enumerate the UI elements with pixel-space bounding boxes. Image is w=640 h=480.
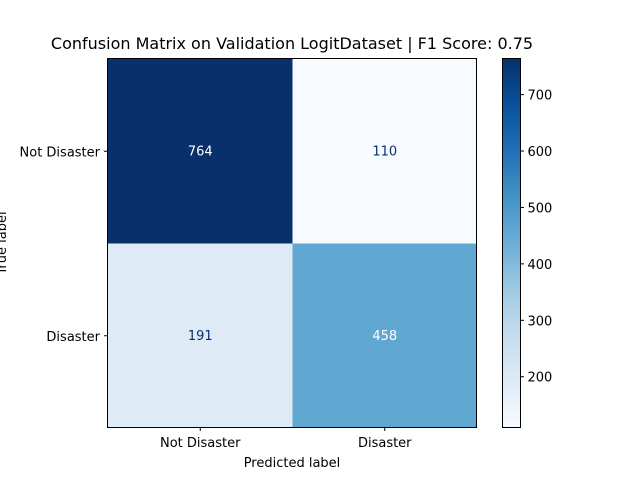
cell-value-label: 191 [188,329,213,344]
heatmap-cell [292,59,477,244]
heatmap-cell [108,243,293,428]
colorbar-ticks: 200 300 400 500 600 700 [520,89,553,386]
x-tick-label: Not Disaster [160,436,241,451]
cell-value-label: 110 [372,144,397,159]
plot-frame [107,58,477,428]
cell-value-label: 764 [188,144,213,159]
colorbar [502,58,521,428]
cell-value-labels: 764 110 191 458 [188,144,397,344]
heatmap-cell [292,243,477,428]
colorbar-tick-label: 700 [528,89,553,104]
colorbar-tick-label: 500 [528,201,553,216]
heatmap-cells [108,59,477,428]
y-axis-label: True label [0,211,10,275]
chart-title: Confusion Matrix on Validation LogitData… [51,34,533,53]
cell-value-label: 458 [372,329,397,344]
x-axis-label: Predicted label [244,456,341,471]
colorbar-tick-label: 400 [528,258,553,273]
heatmap-cell [108,59,293,244]
colorbar-tick-label: 200 [528,371,553,386]
y-axis: Not Disaster Disaster [20,145,108,345]
x-tick-label: Disaster [358,436,412,451]
y-tick-label: Not Disaster [20,145,101,160]
y-tick-label: Disaster [46,330,100,345]
colorbar-tick-label: 600 [528,145,553,160]
x-axis: Not Disaster Disaster [160,427,412,451]
colorbar-tick-label: 300 [528,314,553,329]
